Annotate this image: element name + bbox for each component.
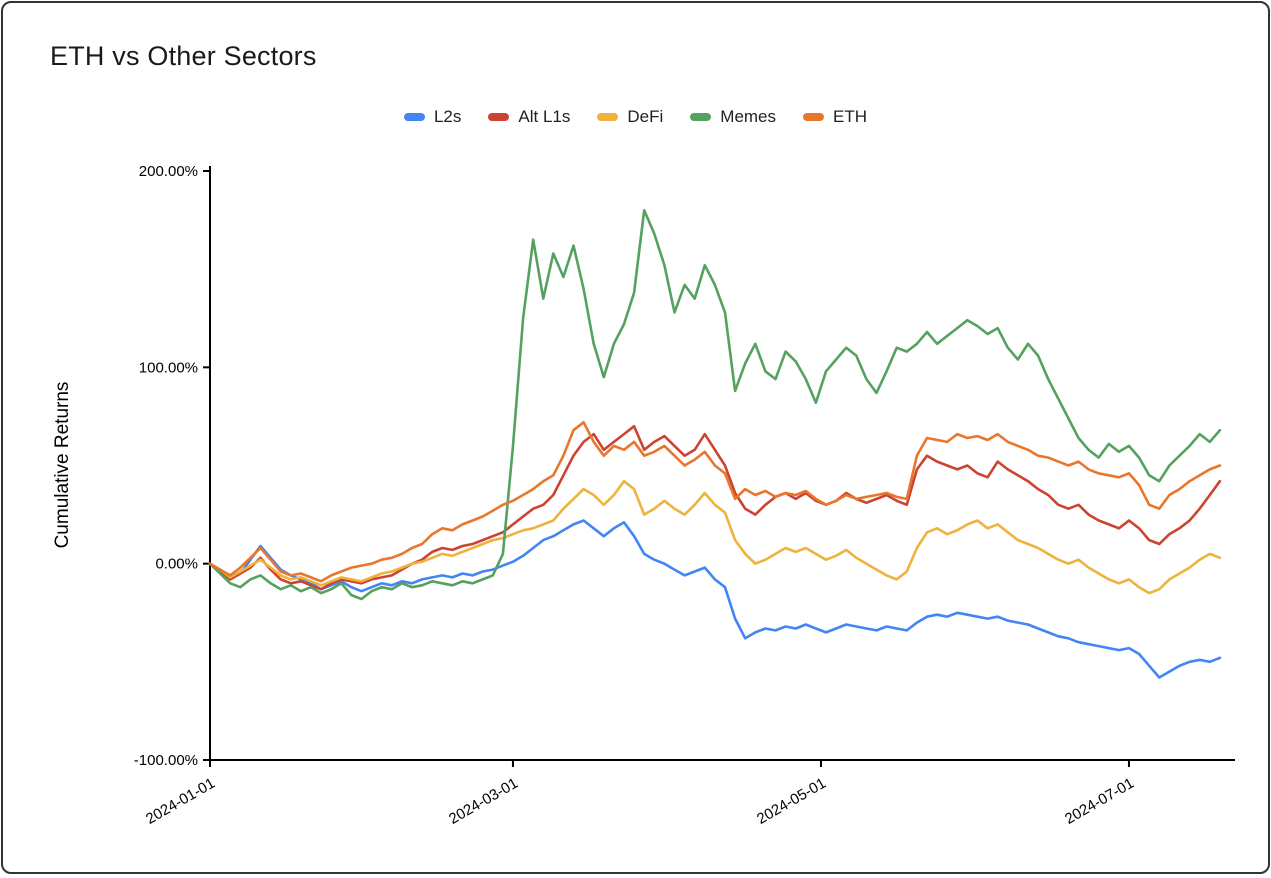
series-line-alt-l1s [208, 424, 1222, 591]
legend-item-eth: ETH [803, 107, 867, 127]
series-line-eth [208, 420, 1222, 583]
legend-item-l2s: L2s [403, 107, 462, 127]
legend-label: DeFi [627, 107, 664, 126]
y-tick-label: 0.00% [155, 556, 198, 573]
legend: L2s Alt L1s DeFi Memes ETH [3, 107, 1268, 127]
legend-label: ETH [833, 107, 868, 126]
series-line-l2s [208, 519, 1222, 679]
y-tick-label: 200.00% [139, 163, 198, 180]
legend-label: L2s [433, 107, 462, 126]
x-tick-label: 2024-05-01 [754, 775, 829, 828]
legend-label: Memes [720, 107, 777, 126]
legend-label: Alt L1s [518, 107, 571, 126]
series-line-memes [208, 209, 1222, 601]
legend-swatch [403, 113, 425, 121]
legend-item-memes: Memes [690, 107, 776, 127]
x-tick-label: 2024-03-01 [446, 775, 521, 828]
plot-area: 200.00% 100.00% 0.00% -100.00% 2024-01-01 202… [134, 163, 1235, 828]
legend-item-defi: DeFi [597, 107, 663, 127]
legend-swatch [488, 113, 510, 121]
x-tick-label: 2024-01-01 [143, 775, 218, 828]
legend-swatch [803, 113, 825, 121]
series-line-defi [208, 479, 1222, 595]
y-tick-label: -100.00% [134, 752, 198, 769]
legend-item-alt-l1s: Alt L1s [488, 107, 570, 127]
y-tick-label: 100.00% [139, 359, 198, 376]
legend-swatch [690, 113, 712, 121]
legend-swatch [597, 113, 619, 121]
chart-title: ETH vs Other Sectors [50, 41, 317, 71]
x-tick-label: 2024-07-01 [1062, 775, 1137, 828]
